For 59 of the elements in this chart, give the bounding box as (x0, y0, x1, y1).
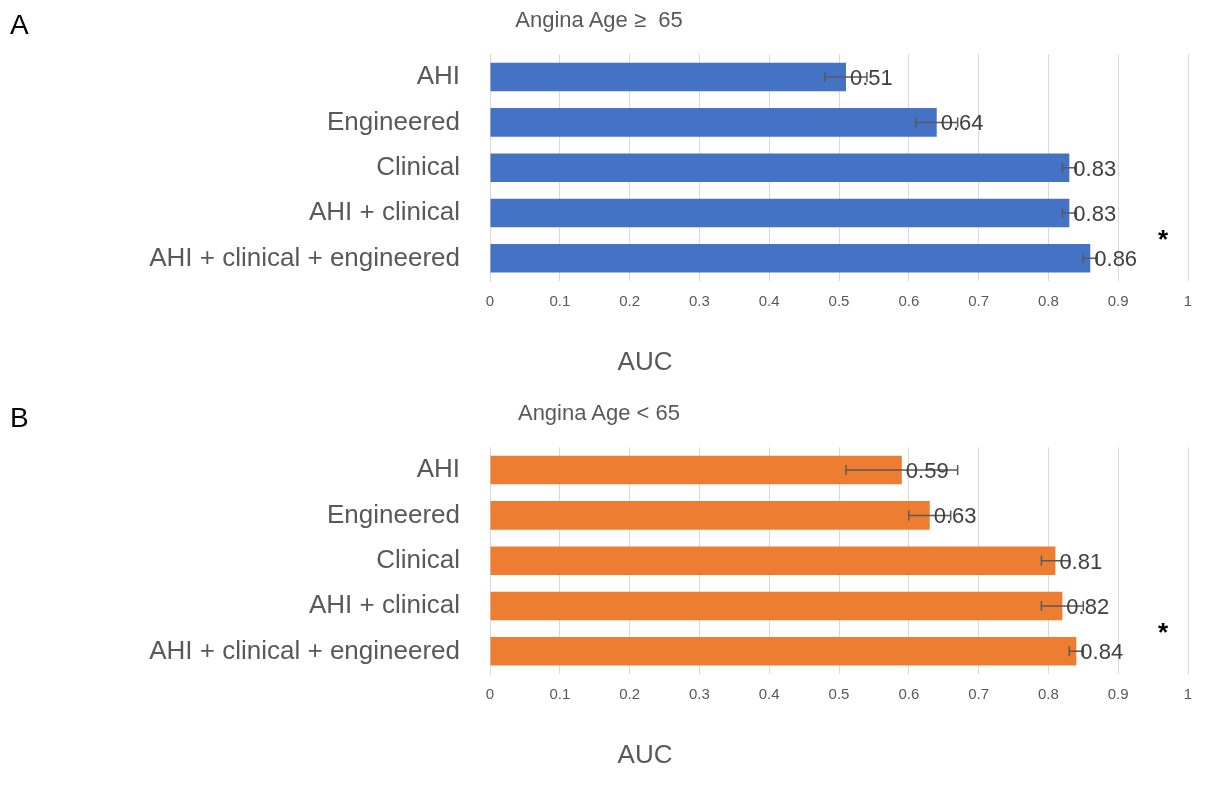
x-tick-label: 0.8 (1037, 292, 1059, 310)
y-tick-label: Engineered (327, 105, 460, 136)
x-tick-label: 0.4 (758, 685, 780, 703)
data-label: 0.64 (940, 110, 984, 136)
x-tick-label: 0.1 (549, 292, 571, 310)
x-tick-label: 0.3 (688, 292, 710, 310)
chart-title: Angina Age ≥ 65 (515, 7, 683, 33)
bar (490, 62, 846, 92)
bar (490, 108, 937, 137)
y-tick-label: AHI + clinical (309, 196, 460, 227)
annotation: * (1157, 617, 1169, 648)
y-tick-label: AHI (416, 60, 460, 91)
bar (490, 591, 1063, 621)
x-tick-label: 0.7 (968, 292, 990, 310)
x-tick-label: 0.9 (1107, 292, 1129, 310)
bar (490, 546, 1056, 575)
x-axis-title: AUC (617, 346, 673, 377)
y-tick-label: Clinical (376, 150, 460, 181)
data-label: 0.81 (1059, 548, 1103, 574)
y-tick-label: Clinical (376, 543, 460, 574)
x-tick-label: 0.6 (898, 292, 920, 310)
x-tick-label: 0.2 (619, 292, 641, 310)
x-tick-label: 0.9 (1107, 685, 1129, 703)
x-tick-label: 0.1 (549, 685, 571, 703)
x-tick-label: 0.6 (898, 685, 920, 703)
annotation: * (1157, 224, 1169, 255)
data-label: 0.83 (1073, 201, 1117, 227)
x-tick-label: 0.8 (1037, 685, 1059, 703)
x-tick-label: 0.4 (758, 292, 780, 310)
bar (490, 198, 1070, 228)
x-tick-label: 0 (485, 292, 495, 310)
y-tick-label: AHI + clinical + engineered (149, 634, 460, 665)
x-tick-label: 0.3 (688, 685, 710, 703)
y-tick-label: AHI + clinical + engineered (149, 241, 460, 272)
y-tick-label: Engineered (327, 498, 460, 529)
y-tick-label: AHI (416, 453, 460, 484)
data-label: 0.84 (1080, 639, 1124, 665)
data-label: 0.83 (1073, 155, 1117, 181)
x-tick-label: 1 (1183, 685, 1193, 703)
y-tick-label: AHI + clinical (309, 589, 460, 620)
x-tick-label: 0.2 (619, 685, 641, 703)
x-tick-label: 1 (1183, 292, 1193, 310)
data-label: 0.86 (1094, 246, 1138, 272)
bar (490, 637, 1077, 666)
data-label: 0.63 (933, 503, 977, 529)
text: A (10, 8, 29, 40)
bar (490, 153, 1070, 182)
bar (490, 244, 1091, 273)
data-label: 0.51 (849, 65, 893, 91)
bar (490, 455, 902, 485)
x-axis-title: AUC (617, 739, 673, 770)
x-tick-label: 0.5 (828, 292, 850, 310)
x-tick-label: 0.7 (968, 685, 990, 703)
x-tick-label: 0.5 (828, 685, 850, 703)
x-tick-label: 0 (485, 685, 495, 703)
chart-title: Angina Age < 65 (517, 400, 681, 426)
data-label: 0.82 (1066, 594, 1110, 620)
bar (490, 501, 930, 530)
text: B (10, 401, 29, 433)
